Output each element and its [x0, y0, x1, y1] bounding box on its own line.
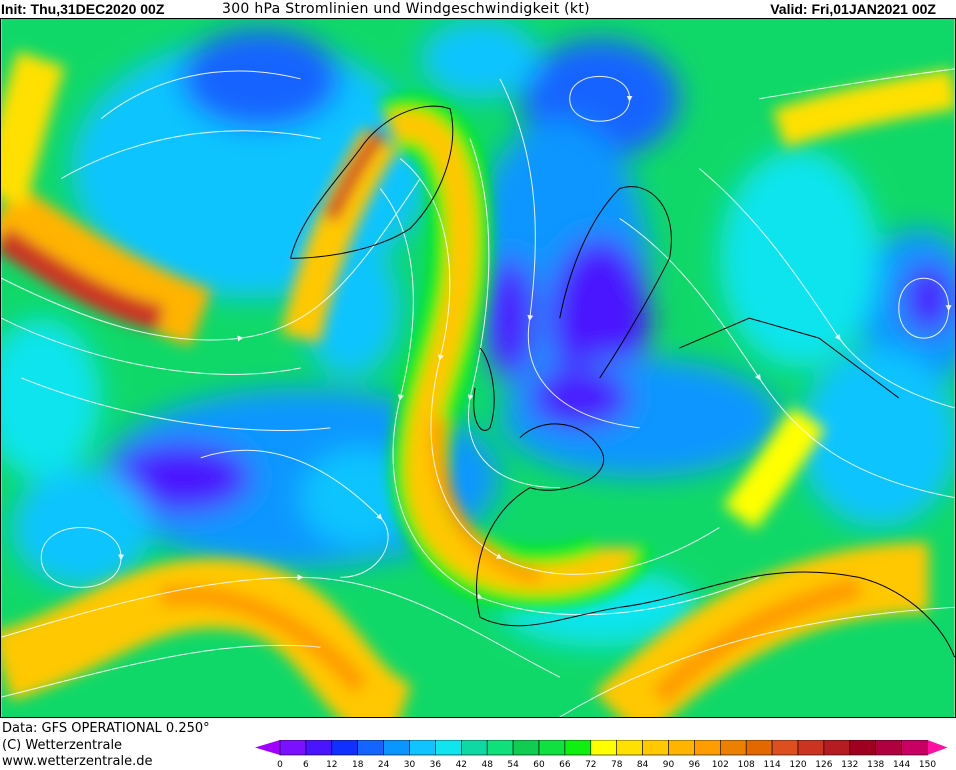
legend-tick-label: 138 — [867, 760, 884, 768]
legend-over-arrow — [927, 740, 948, 755]
legend-tick-label: 54 — [507, 760, 519, 768]
legend-tick-label: 114 — [764, 760, 781, 768]
legend-swatch — [694, 740, 721, 756]
map-title: 300 hPa Stromlinien und Windgeschwindigk… — [222, 1, 590, 17]
legend-swatch — [849, 740, 876, 756]
legend-tick-label: 90 — [663, 760, 675, 768]
legend-swatch — [461, 740, 488, 756]
init-time: Init: Thu,31DEC2020 00Z — [1, 1, 165, 17]
legend-tick-label: 78 — [611, 760, 623, 768]
streamlines — [1, 68, 955, 717]
jet-streams — [1, 51, 955, 717]
legend-swatch — [719, 740, 747, 756]
header: Init: Thu,31DEC2020 00Z 300 hPa Stromlin… — [0, 0, 956, 18]
legend-tick-label: 96 — [689, 760, 701, 768]
valid-time: Valid: Fri,01JAN2021 00Z — [770, 1, 936, 17]
legend-tick-label: 66 — [559, 760, 571, 768]
legend-tick-label: 36 — [430, 760, 442, 768]
legend-swatch — [538, 740, 566, 756]
legend-tick-label: 108 — [738, 760, 755, 768]
legend-swatch — [305, 740, 333, 756]
coastlines — [290, 105, 955, 658]
legend-tick-label: 30 — [404, 760, 416, 768]
legend-swatch — [564, 740, 592, 756]
legend-tick-label: 0 — [277, 760, 283, 768]
legend-swatch — [486, 740, 514, 756]
legend-under-arrow — [255, 740, 280, 755]
legend-tick-label: 84 — [637, 760, 649, 768]
legend-swatch — [279, 740, 307, 756]
legend-tick-label: 12 — [326, 760, 337, 768]
legend-swatch — [409, 740, 436, 756]
legend-swatch — [901, 740, 928, 756]
legend-tick-label: 42 — [456, 760, 467, 768]
legend-swatch — [771, 740, 799, 756]
legend-swatch — [512, 740, 540, 756]
copyright: (C) Wetterzentrale — [2, 738, 123, 753]
legend-tick-label: 132 — [841, 760, 858, 768]
legend-tick-label: 60 — [533, 760, 545, 768]
legend-tick-label: 102 — [712, 760, 729, 768]
legend-tick-label: 72 — [585, 760, 596, 768]
legend-tick-label: 126 — [815, 760, 832, 768]
legend-swatch — [668, 740, 695, 756]
legend-swatch — [823, 740, 851, 756]
legend-swatch — [616, 740, 643, 756]
legend-tick-label: 120 — [789, 760, 806, 768]
legend-swatch — [590, 740, 617, 756]
legend-tick-label: 24 — [378, 760, 390, 768]
website: www.wetterzentrale.de — [2, 754, 153, 769]
wind-speed-map — [0, 18, 956, 718]
legend-tick-label: 144 — [893, 760, 910, 768]
data-source: Data: GFS OPERATIONAL 0.250° — [2, 721, 210, 736]
legend-swatch — [357, 740, 384, 756]
legend-tick-label: 6 — [303, 760, 309, 768]
legend-swatch — [745, 740, 773, 756]
legend-tick-label: 150 — [919, 760, 936, 768]
legend-swatch — [383, 740, 410, 756]
legend-swatch — [642, 740, 669, 756]
legend-swatch — [331, 740, 359, 756]
legend-swatch — [435, 740, 462, 756]
legend-tick-label: 18 — [352, 760, 364, 768]
legend-swatch — [875, 740, 902, 756]
legend-swatch — [797, 740, 825, 756]
color-legend: 0 6 12 18 24 30 36 42 48 54 60 66 72 78 84 90 96 102 108 11… — [255, 740, 948, 768]
legend-tick-label: 48 — [481, 760, 493, 768]
